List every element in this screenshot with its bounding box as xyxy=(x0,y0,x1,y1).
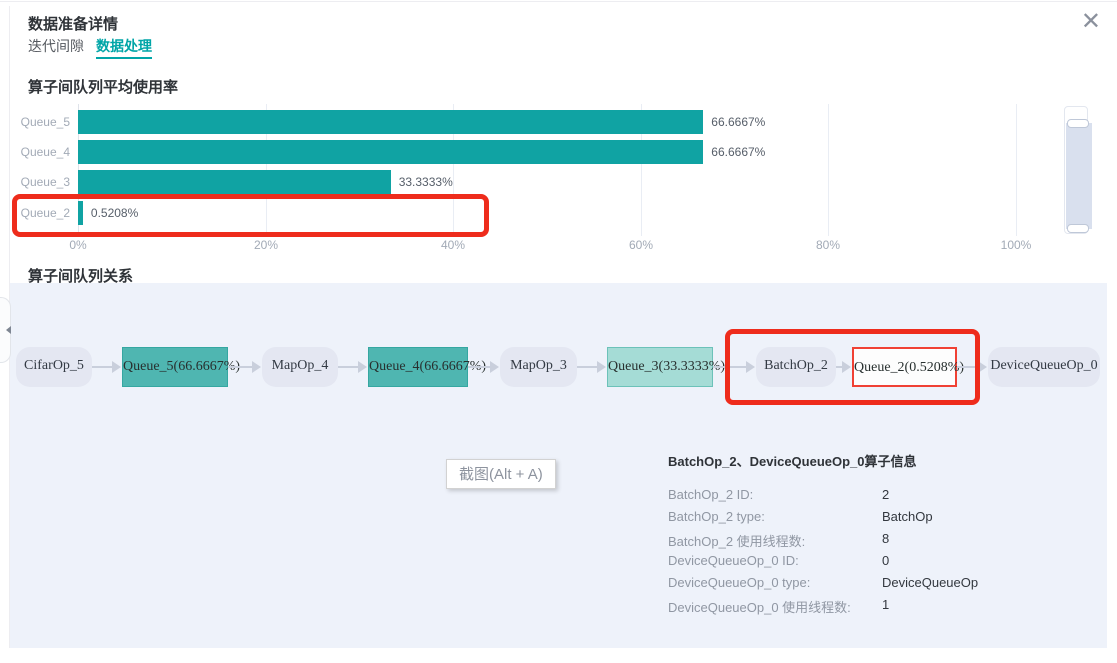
info-value: 1 xyxy=(882,597,890,612)
page-title: 数据准备详情 xyxy=(28,16,119,33)
x-axis-tick: 100% xyxy=(1000,238,1032,252)
bar-queue-4[interactable] xyxy=(78,140,704,164)
bar-value-label: 66.6667% xyxy=(711,115,766,129)
flow-edge-arrow-icon xyxy=(978,361,993,373)
info-label: BatchOp_2 ID: xyxy=(668,487,754,502)
bar-chart-vertical-datazoom-selection[interactable] xyxy=(1066,123,1092,229)
flow-node-queue-4[interactable]: Queue_4(66.6667%) xyxy=(368,347,486,387)
tab-step-interval[interactable]: 迭代间隙 xyxy=(28,38,84,54)
info-value: 0 xyxy=(882,553,890,568)
bar-row-queue-4: Queue_4 66.6667% xyxy=(10,140,1060,164)
flow-edge-arrow-icon xyxy=(746,361,761,373)
bar-queue-2[interactable] xyxy=(78,201,83,225)
bar-row-queue-3: Queue_3 33.3333% xyxy=(10,170,1060,194)
x-axis-tick: 0% xyxy=(69,238,87,252)
datazoom-handle-top[interactable] xyxy=(1067,119,1089,128)
tab-data-processing[interactable]: 数据处理 xyxy=(96,38,152,54)
info-label: DeviceQueueOp_0 ID: xyxy=(668,553,799,568)
info-value: 8 xyxy=(882,531,890,546)
close-icon[interactable]: ✕ xyxy=(1080,8,1101,35)
bar-value-label: 33.3333% xyxy=(398,175,453,189)
queue-relation-graph: CifarOp_5 Queue_5(66.6667%) MapOp_4 Queu… xyxy=(10,283,1107,648)
bar-gridline xyxy=(641,104,642,236)
chevron-left-icon xyxy=(2,326,11,334)
bar-value-label: 0.5208% xyxy=(90,206,139,220)
flow-edge-arrow-icon xyxy=(112,361,127,373)
bar-row-queue-2: Queue_2 0.5208% xyxy=(10,201,1060,225)
queue-relation-section-title: 算子间队列关系 xyxy=(28,268,134,285)
flow-node-queue-2[interactable]: Queue_2(0.5208%) xyxy=(852,347,964,387)
x-axis-tick: 20% xyxy=(253,238,279,252)
bar-gridline xyxy=(828,104,829,236)
info-label: BatchOp_2 使用线程数: xyxy=(668,534,806,549)
bar-category-label: Queue_5 xyxy=(20,115,70,129)
info-label: DeviceQueueOp_0 使用线程数: xyxy=(668,600,851,615)
bar-queue-5[interactable] xyxy=(78,110,704,134)
flow-edge xyxy=(338,366,360,368)
active-tab-underline xyxy=(96,57,152,59)
flow-edge-arrow-icon xyxy=(358,361,373,373)
dialog-top-border xyxy=(0,1,1117,2)
sidebar-collapse-tab[interactable] xyxy=(0,297,11,363)
flow-node-cifarop-5[interactable]: CifarOp_5 xyxy=(16,347,92,387)
x-axis-tick: 80% xyxy=(815,238,841,252)
flow-edge xyxy=(228,366,254,368)
flow-edge xyxy=(468,366,492,368)
bar-category-label: Queue_4 xyxy=(20,145,70,159)
queue-usage-section-title: 算子间队列平均使用率 xyxy=(28,79,179,96)
flow-edge xyxy=(957,366,980,368)
flow-edge-arrow-icon xyxy=(490,361,505,373)
info-label: DeviceQueueOp_0 type: xyxy=(668,575,811,590)
bar-gridline xyxy=(453,104,454,236)
flow-node-mapop-3[interactable]: MapOp_3 xyxy=(500,347,577,387)
info-value: 2 xyxy=(882,487,890,502)
flow-node-batchop-2[interactable]: BatchOp_2 xyxy=(756,347,836,387)
op-info-title: BatchOp_2、DeviceQueueOp_0算子信息 xyxy=(668,454,917,469)
bar-category-label: Queue_3 xyxy=(20,175,70,189)
flow-node-mapop-4[interactable]: MapOp_4 xyxy=(262,347,338,387)
flow-node-queue-3[interactable]: Queue_3(33.3333%) xyxy=(607,347,725,387)
bar-queue-3[interactable] xyxy=(78,170,391,194)
screenshot-tool-button[interactable]: 截图(Alt + A) xyxy=(446,459,556,489)
bar-value-label: 66.6667% xyxy=(711,145,766,159)
flow-edge xyxy=(92,366,114,368)
info-value: BatchOp xyxy=(882,509,933,524)
flow-node-devicequeueop-0[interactable]: DeviceQueueOp_0 xyxy=(988,347,1100,387)
flow-edge-arrow-icon xyxy=(252,361,267,373)
x-axis-tick: 40% xyxy=(440,238,466,252)
info-label: BatchOp_2 type: xyxy=(668,509,765,524)
x-axis-tick: 60% xyxy=(628,238,654,252)
bar-gridline xyxy=(1016,104,1017,236)
flow-edge xyxy=(836,366,844,368)
queue-usage-bar-chart: Queue_5 66.6667% Queue_4 66.6667% Queue_… xyxy=(10,96,1107,252)
flow-edge xyxy=(713,366,748,368)
bar-category-label: Queue_2 xyxy=(20,206,70,220)
flow-node-queue-5[interactable]: Queue_5(66.6667%) xyxy=(122,347,240,387)
info-value: DeviceQueueOp xyxy=(882,575,979,590)
flow-edge xyxy=(577,366,599,368)
flow-edge-arrow-icon xyxy=(597,361,612,373)
flow-edge-arrow-icon xyxy=(842,361,857,373)
bar-row-queue-5: Queue_5 66.6667% xyxy=(10,110,1060,134)
datazoom-handle-bottom[interactable] xyxy=(1067,224,1089,233)
